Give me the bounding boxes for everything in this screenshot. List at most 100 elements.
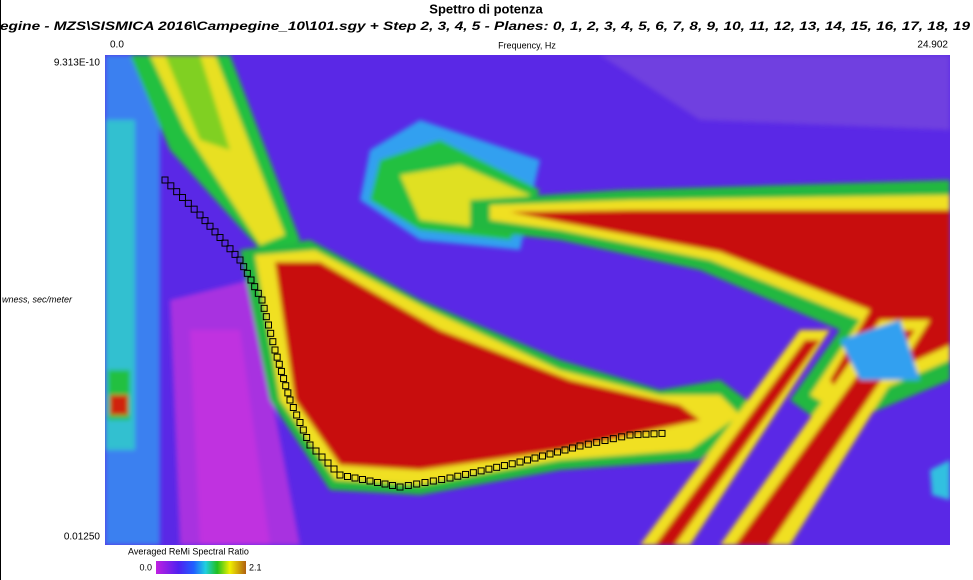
y-min-label: 0.01250 bbox=[64, 532, 101, 543]
pick-marker bbox=[280, 375, 288, 383]
pick-marker bbox=[593, 438, 601, 446]
pick-marker bbox=[658, 429, 666, 437]
colorbar-title: Averaged ReMi Spectral Ratio bbox=[128, 546, 249, 556]
y-max-label: 9.313E-10 bbox=[54, 58, 101, 69]
pick-marker bbox=[485, 465, 493, 473]
pick-marker bbox=[429, 477, 437, 485]
picks bbox=[161, 176, 666, 491]
pick-marker bbox=[184, 199, 192, 207]
pick-marker bbox=[584, 440, 592, 448]
x-max-label: 24.902 bbox=[917, 40, 948, 51]
pick-marker bbox=[366, 477, 374, 485]
subtitle: egine - MZS\SISMICA 2016\Campegine_10\10… bbox=[0, 19, 970, 33]
pick-marker bbox=[275, 360, 283, 368]
pick-marker bbox=[389, 482, 396, 489]
heatmap bbox=[105, 55, 950, 545]
pick-marker bbox=[247, 276, 255, 284]
pick-marker bbox=[231, 250, 239, 258]
pick-marker bbox=[251, 283, 259, 291]
pick-marker bbox=[179, 194, 186, 201]
pick-marker bbox=[216, 234, 224, 241]
pick-marker bbox=[267, 329, 275, 337]
pick-marker bbox=[413, 480, 421, 488]
pick-marker bbox=[508, 460, 516, 468]
pick-marker bbox=[236, 256, 244, 264]
pick-marker bbox=[404, 482, 412, 489]
pick-marker bbox=[306, 441, 314, 449]
pick-marker bbox=[618, 433, 626, 441]
pick-marker bbox=[173, 188, 181, 196]
pick-marker bbox=[576, 442, 584, 450]
pick-marker bbox=[312, 447, 320, 455]
pick-marker bbox=[289, 404, 297, 411]
pick-marker bbox=[469, 469, 477, 477]
pick-marker bbox=[196, 211, 204, 219]
pick-marker bbox=[243, 269, 251, 277]
pick-marker bbox=[650, 430, 658, 438]
pick-marker bbox=[421, 479, 429, 486]
pick-marker bbox=[396, 483, 404, 491]
window-title: Spettro di potenza bbox=[429, 1, 543, 16]
pick-marker bbox=[516, 458, 524, 466]
pick-marker bbox=[318, 453, 326, 461]
pick-marker bbox=[500, 462, 508, 470]
pick-marker bbox=[293, 411, 301, 419]
pick-marker bbox=[609, 435, 617, 443]
colorbar bbox=[156, 561, 246, 574]
pick-marker bbox=[211, 228, 219, 236]
pick-marker bbox=[336, 471, 344, 479]
pick-marker bbox=[554, 448, 561, 456]
pick-marker bbox=[265, 321, 272, 329]
pick-marker bbox=[634, 431, 642, 439]
pick-marker bbox=[324, 459, 332, 467]
colorbar-min-label: 0.0 bbox=[139, 562, 152, 572]
pick-marker bbox=[262, 313, 270, 321]
pick-marker bbox=[462, 470, 470, 478]
pick-marker bbox=[531, 454, 539, 462]
pick-marker bbox=[201, 217, 209, 225]
pick-marker bbox=[438, 476, 446, 483]
pick-marker bbox=[296, 419, 304, 426]
pick-marker bbox=[161, 176, 169, 184]
pick-marker bbox=[284, 389, 292, 397]
pick-marker bbox=[561, 446, 569, 454]
pick-marker bbox=[303, 434, 311, 441]
pick-marker bbox=[221, 239, 229, 247]
pick-marker bbox=[477, 467, 485, 475]
x-axis-label: Frequency, Hz bbox=[498, 40, 556, 50]
pick-marker bbox=[381, 480, 389, 488]
pick-marker bbox=[226, 245, 234, 253]
pick-marker bbox=[299, 426, 307, 434]
pick-marker bbox=[282, 382, 290, 390]
pick-marker bbox=[190, 205, 198, 213]
pick-marker bbox=[273, 353, 281, 361]
pick-marker bbox=[546, 450, 554, 458]
pick-marker bbox=[344, 473, 351, 480]
colorbar-max-label: 2.1 bbox=[249, 562, 262, 572]
pick-marker bbox=[240, 263, 248, 271]
pick-marker bbox=[374, 479, 381, 486]
pick-marker bbox=[269, 338, 277, 346]
pick-marker bbox=[493, 463, 501, 471]
pick-marker bbox=[454, 472, 462, 480]
pick-marker bbox=[569, 444, 576, 452]
pick-marker bbox=[277, 367, 285, 375]
pick-marker bbox=[260, 304, 268, 312]
pick-marker bbox=[254, 289, 262, 297]
pick-marker bbox=[539, 452, 546, 460]
x-min-label: 0.0 bbox=[110, 40, 124, 51]
pick-marker bbox=[359, 476, 366, 483]
pick-marker bbox=[351, 474, 359, 482]
pick-marker bbox=[330, 465, 338, 473]
pick-marker bbox=[524, 456, 531, 464]
pick-marker bbox=[271, 346, 279, 354]
pick-marker bbox=[601, 437, 609, 444]
pick-marker bbox=[206, 222, 214, 230]
pick-marker bbox=[167, 182, 175, 190]
pick-marker bbox=[642, 430, 650, 438]
pick-marker bbox=[286, 396, 294, 404]
pick-marker bbox=[258, 296, 266, 304]
pick-marker bbox=[446, 474, 454, 482]
pick-marker bbox=[626, 431, 634, 439]
